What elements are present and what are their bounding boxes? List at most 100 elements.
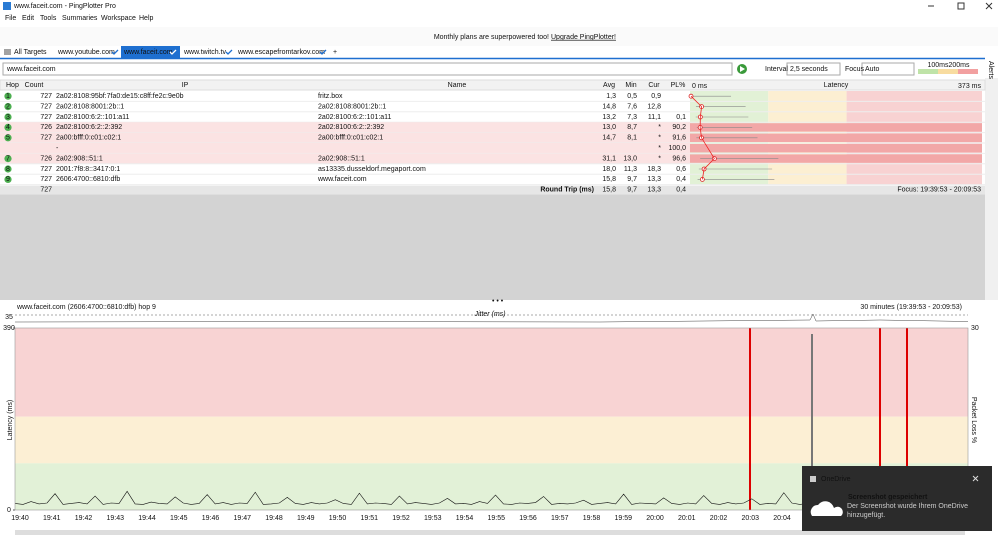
tab[interactable]: www.escapefromtarkov.com: [237, 49, 325, 56]
banner-bg: [0, 27, 998, 46]
all-targets-icon: [4, 49, 11, 55]
add-tab[interactable]: +: [333, 49, 337, 56]
cell: 8,7: [627, 124, 637, 131]
hop-number: 5: [6, 135, 10, 142]
interval-select[interactable]: [786, 62, 841, 76]
loss-row: [0, 132, 690, 143]
summary-bg: [0, 185, 985, 195]
menu-item[interactable]: Tools: [40, 15, 57, 22]
loss-max: 30: [971, 325, 979, 332]
cell: 1,3: [606, 93, 616, 100]
hop-number: 8: [6, 166, 10, 173]
cell: 18,0: [602, 166, 616, 173]
column-header[interactable]: Count: [25, 82, 44, 89]
loss-row-graph: [690, 144, 982, 153]
cell: 13,3: [647, 176, 661, 183]
menu-item[interactable]: File: [5, 15, 16, 22]
loss-row-graph: [690, 154, 982, 163]
cell: 96,6: [672, 155, 686, 162]
cell: 12,8: [647, 103, 661, 110]
summary-cell: 15,8: [602, 186, 616, 193]
x-tick-label: 19:45: [170, 515, 188, 522]
tab[interactable]: www.faceit.com: [123, 49, 173, 56]
cell: 31,1: [602, 155, 616, 162]
x-tick-label: 19:58: [583, 515, 601, 522]
column-header[interactable]: Avg: [603, 82, 615, 89]
menu-item[interactable]: Summaries: [62, 15, 98, 22]
hop-number: 7: [6, 155, 10, 162]
x-tick-label: 19:52: [392, 515, 410, 522]
tab[interactable]: All Targets: [14, 49, 47, 56]
h-scrollbar[interactable]: [15, 530, 965, 535]
cell: 9,7: [627, 176, 637, 183]
loss-row-graph: [690, 133, 982, 142]
y-tick-label: 0: [7, 507, 11, 514]
cell: -: [56, 145, 59, 152]
loss-row: [0, 153, 690, 164]
cell: 2606:4700::6810:dfb: [56, 176, 120, 183]
menu-item[interactable]: Workspace: [101, 15, 136, 22]
x-tick-label: 19:44: [138, 515, 156, 522]
x-tick-label: 20:01: [678, 515, 696, 522]
close[interactable]: [985, 2, 993, 10]
column-header[interactable]: Hop: [6, 82, 19, 89]
x-tick-label: 19:42: [75, 515, 93, 522]
focus-select[interactable]: [861, 62, 915, 76]
x-tick-label: 20:04: [773, 515, 791, 522]
x-tick-label: 19:59: [614, 515, 632, 522]
cell: 727: [40, 135, 52, 142]
column-header[interactable]: Cur: [648, 82, 660, 89]
menu-item[interactable]: Help: [139, 15, 154, 22]
loss-row: [0, 122, 690, 133]
x-tick-label: 20:03: [741, 515, 759, 522]
hop-badge: [4, 175, 12, 183]
target-input[interactable]: [2, 62, 733, 76]
x-tick-label: 19:55: [487, 515, 505, 522]
x-tick-label: 19:56: [519, 515, 537, 522]
alerts-tab[interactable]: Alerts: [987, 61, 994, 79]
tab-check: [111, 49, 119, 55]
tab-selected: [121, 46, 180, 58]
threshold-red: [958, 69, 978, 74]
column-header[interactable]: IP: [182, 82, 189, 89]
hop-badge: [4, 113, 12, 121]
cell: 0,9: [651, 93, 661, 100]
focus-label: Focus: [845, 66, 865, 73]
menu-item[interactable]: Edit: [22, 15, 34, 22]
summary-count: 727: [40, 186, 52, 193]
tab-check: [319, 49, 327, 55]
cell: *: [658, 145, 661, 152]
column-header[interactable]: PL%: [671, 82, 686, 89]
splitter[interactable]: • • •: [492, 298, 504, 305]
tab[interactable]: www.youtube.com: [57, 49, 115, 56]
maximize[interactable]: [957, 2, 965, 10]
target-text: www.faceit.com: [6, 66, 56, 73]
plot-frame: [14, 327, 969, 511]
x-tick-label: 19:53: [424, 515, 442, 522]
cell: 2a02:8100:6:2::2:392: [56, 124, 122, 131]
hop-number: 3: [6, 114, 10, 121]
x-tick-label: 19:54: [456, 515, 474, 522]
cell: 2a02:908::51:1: [318, 155, 365, 162]
cell: 18,3: [647, 166, 661, 173]
cell: 11,1: [648, 114, 661, 121]
column-header[interactable]: Name: [448, 82, 467, 89]
cell: 2a00:bfff:0:c01:c02:1: [56, 135, 121, 142]
graph-title: www.faceit.com (2606:4700::6810:dfb) hop…: [16, 304, 156, 311]
cell: 2a02:8108:8001:2b::1: [318, 103, 386, 110]
cell: 726: [40, 155, 52, 162]
column-header[interactable]: Min: [625, 82, 636, 89]
toast-body-box: Der Screenshot wurde Ihrem OneDrive hinz…: [847, 503, 968, 519]
app-icon: [3, 2, 11, 10]
scrollbar[interactable]: [985, 78, 998, 300]
toast-body: Der Screenshot wurde Ihrem OneDrive hinz…: [847, 503, 968, 519]
banner-link[interactable]: Upgrade PingPlotter!: [551, 34, 616, 41]
summary-cell: 13,3: [647, 186, 661, 193]
header-bg: [0, 79, 986, 91]
interval-label: Interval: [765, 66, 788, 73]
tab[interactable]: www.twitch.tv: [183, 49, 227, 56]
play-icon: [740, 66, 745, 72]
interval-value: 2,5 seconds: [790, 66, 828, 73]
cell: 11,3: [624, 166, 637, 173]
hop-number: 1: [6, 93, 10, 100]
